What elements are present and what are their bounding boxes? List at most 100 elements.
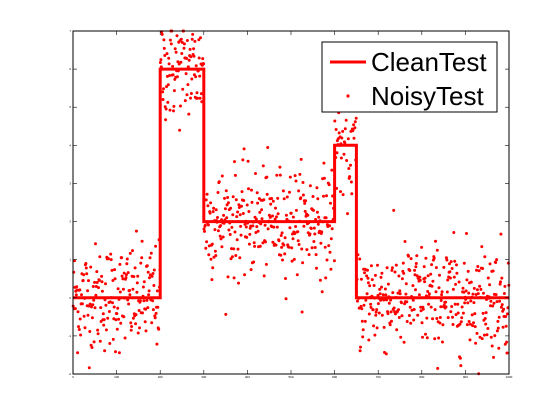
noisy-point	[486, 276, 490, 280]
noisy-point	[260, 208, 264, 212]
noisy-point	[418, 278, 422, 282]
noisy-point	[209, 201, 213, 205]
noisy-point	[284, 213, 288, 217]
noisy-point	[288, 175, 292, 179]
noisy-point	[100, 274, 104, 278]
noisy-point	[196, 96, 199, 100]
noisy-point	[412, 308, 416, 311]
noisy-point	[415, 274, 419, 278]
noisy-point	[475, 268, 478, 272]
noisy-point	[272, 225, 276, 229]
noisy-point	[451, 287, 455, 291]
noisy-point	[488, 283, 492, 287]
noisy-point	[91, 303, 95, 307]
noisy-point	[224, 312, 228, 316]
noisy-point	[373, 333, 377, 337]
noisy-point	[109, 258, 113, 262]
noisy-point	[194, 64, 198, 68]
noisy-point	[308, 184, 312, 188]
noisy-point	[430, 284, 434, 288]
noisy-point	[455, 263, 458, 267]
noisy-point	[161, 90, 165, 94]
noisy-point	[409, 321, 413, 325]
noisy-point	[89, 343, 93, 347]
noisy-point	[241, 158, 245, 162]
noisy-point	[123, 336, 127, 340]
noisy-point	[255, 225, 259, 229]
noisy-point	[157, 327, 161, 331]
noisy-point	[325, 258, 329, 262]
noisy-point	[266, 227, 270, 231]
noisy-point	[146, 306, 150, 310]
noisy-point	[379, 275, 383, 279]
noisy-point	[79, 333, 83, 337]
noisy-point	[104, 328, 108, 332]
noisy-point	[413, 268, 417, 272]
noisy-point	[209, 257, 213, 261]
noisy-point	[151, 299, 155, 303]
noisy-point	[353, 126, 357, 130]
noisy-point	[88, 302, 92, 306]
noisy-point	[80, 293, 83, 297]
noisy-point	[465, 232, 468, 235]
noisy-point	[185, 57, 189, 60]
noisy-point	[240, 204, 243, 208]
noisy-point	[134, 229, 138, 233]
noisy-point	[361, 328, 365, 332]
noisy-point	[243, 273, 247, 277]
noisy-point	[102, 318, 106, 322]
noisy-point	[256, 201, 260, 205]
noisy-point	[264, 262, 268, 266]
noisy-point	[225, 203, 229, 207]
noisy-point	[136, 331, 140, 335]
noisy-point	[499, 280, 502, 284]
noisy-point	[185, 93, 189, 97]
noisy-point	[293, 232, 297, 236]
noisy-point	[211, 266, 215, 270]
noisy-point	[210, 242, 214, 246]
noisy-point	[416, 313, 420, 317]
noisy-point	[94, 242, 97, 246]
noisy-point	[414, 262, 418, 265]
noisy-point	[120, 256, 124, 260]
noisy-point	[328, 250, 332, 254]
noisy-point	[145, 298, 149, 302]
noisy-point	[361, 335, 365, 339]
noisy-point	[164, 107, 168, 111]
noisy-point	[171, 73, 175, 77]
noisy-point	[288, 190, 291, 194]
noisy-point	[131, 287, 135, 291]
noisy-point	[114, 318, 118, 322]
noisy-point	[291, 237, 295, 241]
noisy-point	[160, 32, 164, 36]
noisy-point	[226, 275, 230, 279]
noisy-point	[315, 186, 319, 190]
noisy-point	[378, 292, 382, 296]
noisy-point	[106, 316, 110, 320]
noisy-point	[489, 304, 492, 308]
noisy-point	[436, 366, 440, 370]
noisy-point	[356, 299, 359, 303]
noisy-point	[359, 345, 362, 349]
noisy-point	[350, 192, 354, 196]
noisy-point	[343, 141, 347, 145]
noisy-point	[184, 72, 188, 76]
noisy-point	[454, 313, 458, 317]
noisy-point	[392, 208, 396, 212]
noisy-point	[439, 299, 443, 302]
noisy-point	[325, 194, 328, 198]
noisy-point	[320, 290, 324, 294]
noisy-point	[327, 244, 331, 248]
clean-series-layer	[73, 67, 509, 300]
noisy-point	[414, 288, 417, 292]
noisy-point	[104, 303, 108, 307]
noisy-point	[180, 52, 184, 55]
noisy-point	[129, 321, 133, 325]
noisy-point	[250, 200, 254, 204]
noisy-point	[225, 216, 229, 220]
noisy-point	[234, 198, 238, 202]
x-tick-label: 100	[114, 375, 119, 379]
noisy-point	[453, 259, 457, 263]
noisy-point	[252, 241, 256, 245]
